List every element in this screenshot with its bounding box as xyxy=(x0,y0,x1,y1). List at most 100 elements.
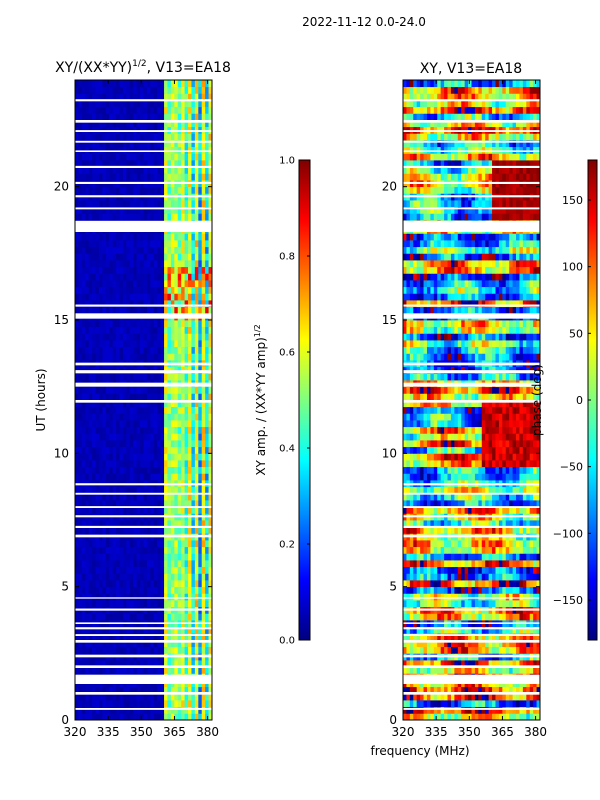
amplitude-cell xyxy=(98,140,103,148)
amplitude-cell xyxy=(98,460,103,468)
amplitude-cell xyxy=(85,413,90,421)
amplitude-cell xyxy=(126,300,131,308)
amplitude-cell xyxy=(116,346,120,354)
amplitude-cell xyxy=(157,113,162,121)
phase-cell xyxy=(440,706,445,714)
amplitude-cell xyxy=(102,693,107,701)
amplitude-cell xyxy=(194,646,199,654)
phase-cell xyxy=(519,633,524,641)
amplitude-cell xyxy=(81,486,86,494)
amplitude-cell xyxy=(92,113,96,121)
amplitude-cell xyxy=(153,273,158,281)
amplitude-cell xyxy=(164,500,168,508)
flagged-row xyxy=(75,634,212,636)
amplitude-cell xyxy=(81,460,86,468)
amplitude-cell xyxy=(191,140,196,148)
amplitude-cell xyxy=(174,233,179,241)
amplitude-cell xyxy=(205,86,209,94)
amplitude-cell xyxy=(205,240,209,248)
amplitude-cell xyxy=(181,506,185,514)
amplitude-cell xyxy=(85,260,90,268)
amplitude-cell xyxy=(164,373,168,381)
amplitude-cell xyxy=(177,520,182,528)
amplitude-cell xyxy=(146,593,151,601)
amplitude-cell xyxy=(201,473,206,481)
amplitude-cell xyxy=(194,486,199,494)
phase-cell xyxy=(533,640,537,648)
phase-cell xyxy=(447,586,452,594)
amplitude-cell xyxy=(85,233,90,241)
phase-cell xyxy=(437,573,442,581)
amplitude-cell xyxy=(136,160,141,168)
x-tick-label: 380 xyxy=(196,725,219,739)
amplitude-cell xyxy=(198,466,203,474)
amplitude-cell xyxy=(85,460,90,468)
amplitude-cell xyxy=(167,153,172,161)
amplitude-cell xyxy=(109,626,114,634)
phase-cell xyxy=(447,546,452,554)
amplitude-cell xyxy=(160,333,165,341)
amplitude-cell xyxy=(92,566,96,574)
amplitude-cell xyxy=(205,140,209,148)
amplitude-cell xyxy=(188,600,192,608)
amplitude-cell xyxy=(153,666,158,674)
amplitude-cell xyxy=(88,213,93,221)
amplitude-cell xyxy=(191,206,196,214)
amplitude-cell xyxy=(198,660,203,668)
phase-cell xyxy=(492,580,496,588)
amplitude-cell xyxy=(181,586,185,594)
amplitude-cell xyxy=(164,660,168,668)
amplitude-cell xyxy=(78,520,83,528)
amplitude-cell xyxy=(160,320,165,328)
amplitude-cell xyxy=(109,686,114,694)
amplitude-cell xyxy=(201,646,206,654)
amplitude-cell xyxy=(181,686,185,694)
amplitude-cell xyxy=(98,493,103,501)
amplitude-cell xyxy=(170,146,175,154)
amplitude-cell xyxy=(167,260,172,268)
amplitude-cell xyxy=(136,500,141,508)
amplitude-cell xyxy=(160,100,165,108)
amplitude-cell xyxy=(109,173,114,181)
amplitude-cell xyxy=(81,280,86,288)
phase-cell xyxy=(516,553,520,561)
amplitude-cell xyxy=(157,340,162,348)
amplitude-cell xyxy=(170,580,175,588)
amplitude-cell xyxy=(109,93,114,101)
amplitude-cell xyxy=(102,586,107,594)
amplitude-cell xyxy=(98,600,103,608)
amplitude-cell xyxy=(194,693,199,701)
amplitude-cell xyxy=(129,560,134,568)
amplitude-cell xyxy=(116,100,120,108)
amplitude-cell xyxy=(153,100,158,108)
amplitude-cell xyxy=(102,353,107,361)
amplitude-cell xyxy=(105,500,110,508)
phase-cell xyxy=(461,686,466,694)
phase-cell xyxy=(437,560,442,568)
amplitude-cell xyxy=(150,300,155,308)
amplitude-cell xyxy=(164,113,168,121)
amplitude-cell xyxy=(119,646,124,654)
amplitude-cell xyxy=(140,293,144,301)
phase-cell xyxy=(457,706,462,714)
amplitude-cell xyxy=(98,393,103,401)
amplitude-cell xyxy=(184,286,189,294)
amplitude-cell xyxy=(126,580,131,588)
amplitude-cell xyxy=(122,446,127,454)
amplitude-cell xyxy=(170,280,175,288)
phase-cell xyxy=(430,540,435,548)
amplitude-cell xyxy=(92,206,96,214)
phase-cell xyxy=(526,546,531,554)
left-ylabel: UT (hours) xyxy=(34,368,48,431)
amplitude-cell xyxy=(78,206,83,214)
amplitude-cell xyxy=(116,573,120,581)
amplitude-cell xyxy=(146,626,151,634)
phase-cell xyxy=(403,640,407,648)
amplitude-cell xyxy=(205,93,209,101)
amplitude-cell xyxy=(177,613,182,621)
amplitude-cell xyxy=(184,646,189,654)
amplitude-cell xyxy=(188,626,192,634)
amplitude-cell xyxy=(105,340,110,348)
phase-cell xyxy=(495,626,500,634)
amplitude-cell xyxy=(122,626,127,634)
